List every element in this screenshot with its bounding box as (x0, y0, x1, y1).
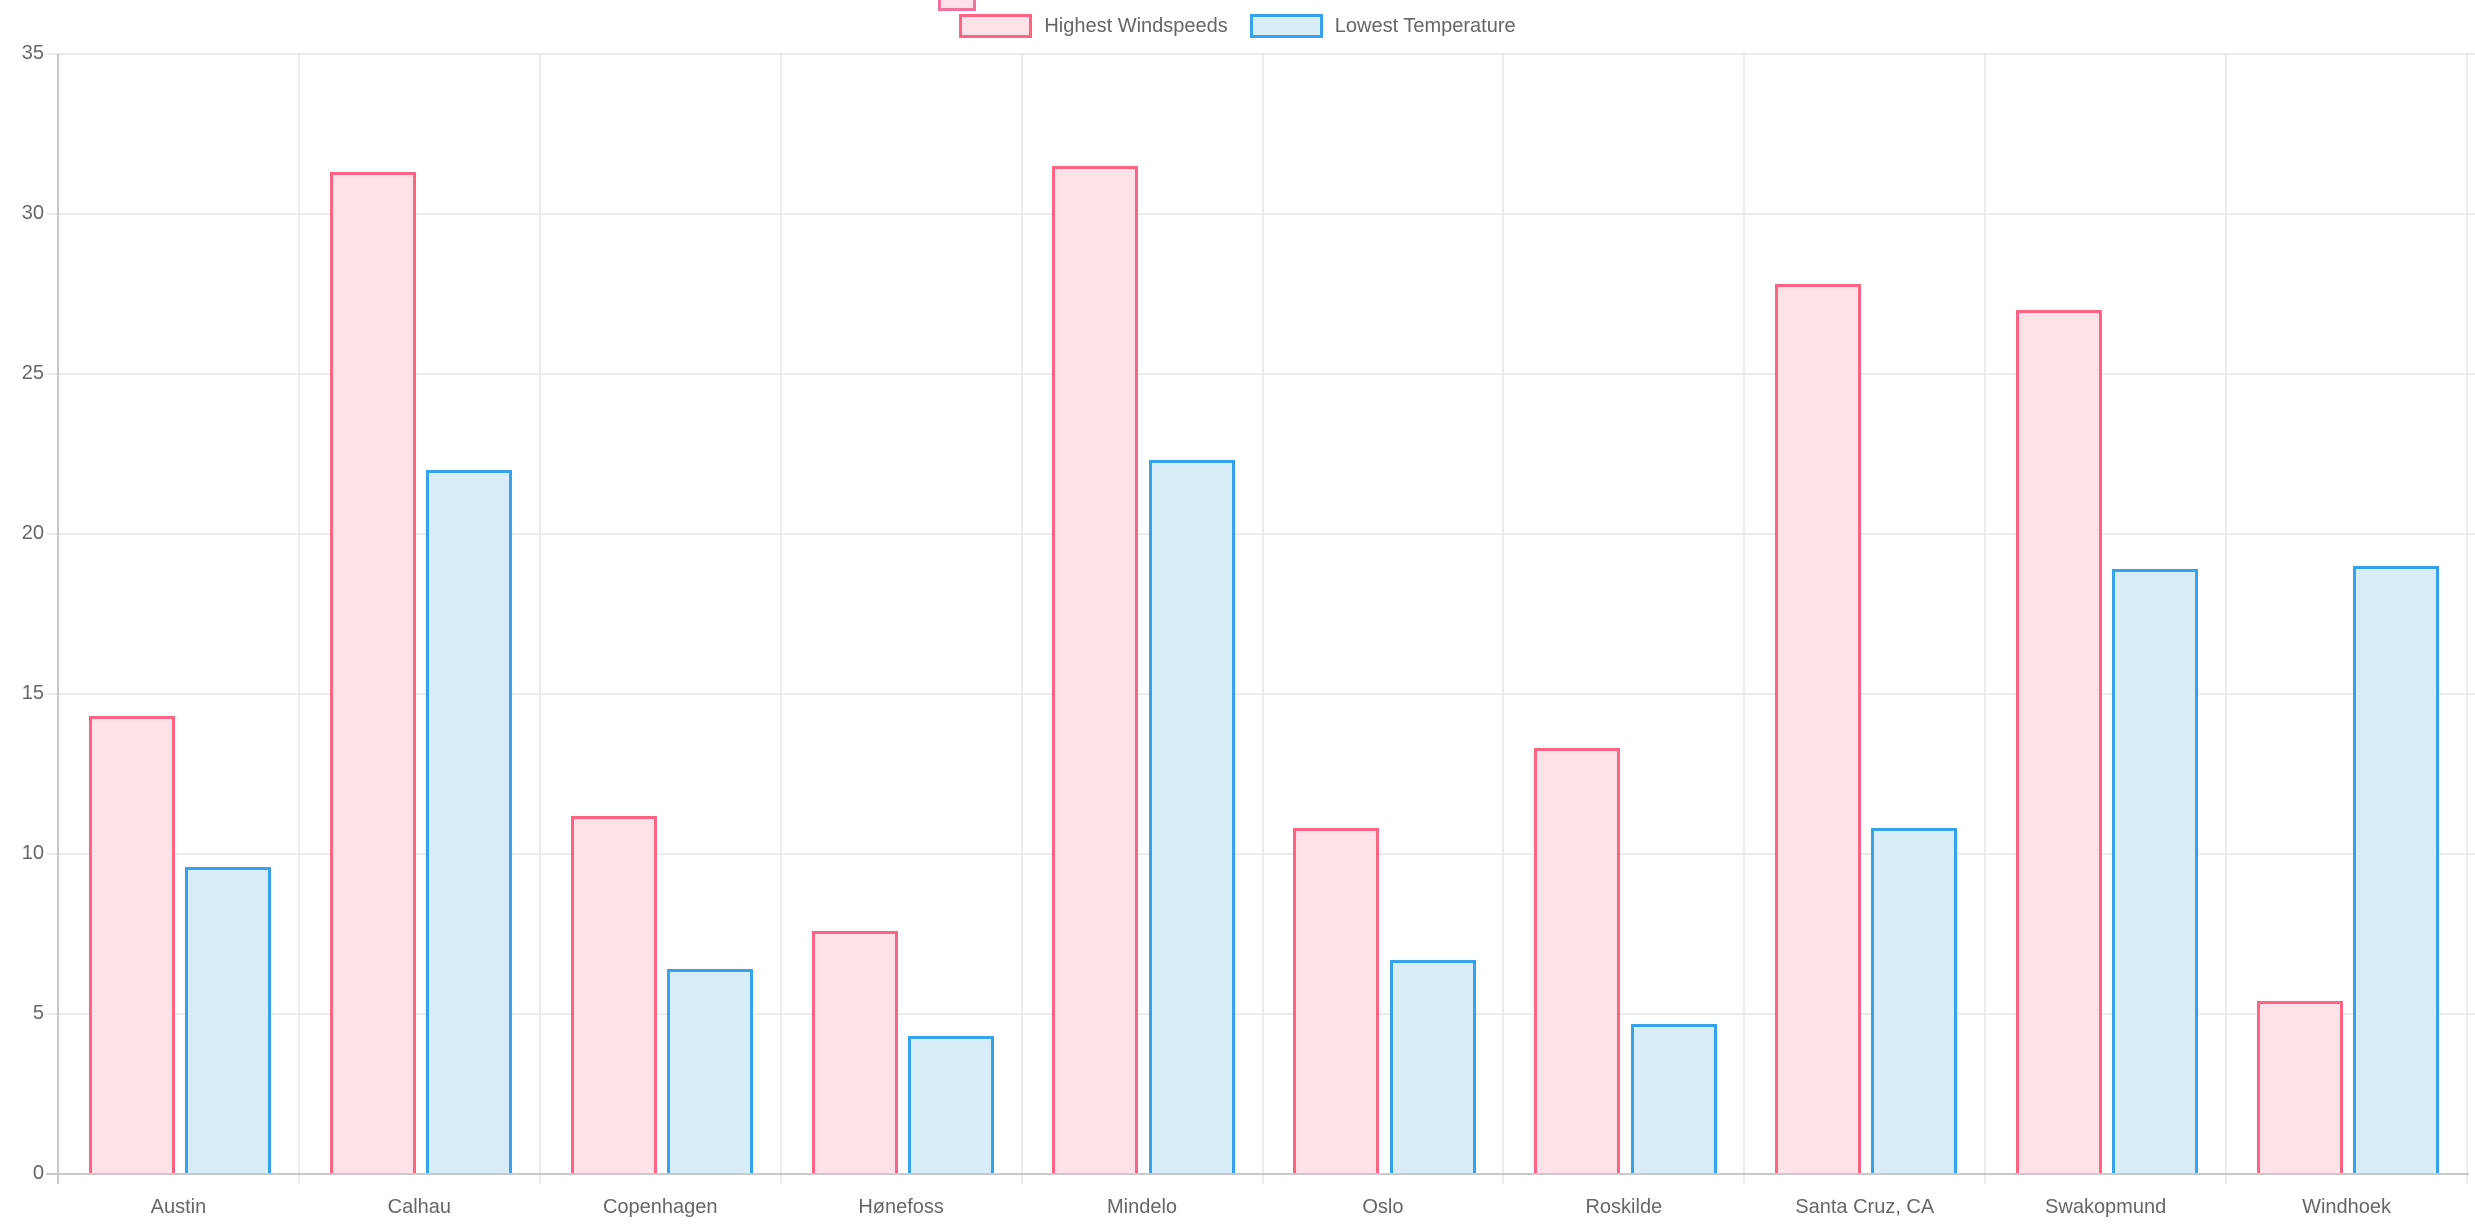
y-axis-tick-label: 25 (21, 362, 44, 384)
x-axis-line (46, 1173, 2469, 1175)
bar-lowest-temperature-hønefoss[interactable] (907, 1036, 994, 1174)
x-axis-tick-label: Copenhagen (602, 1196, 718, 1218)
bar-highest-windspeeds-austin[interactable] (88, 716, 175, 1174)
y-axis-tick-label: 5 (32, 1002, 44, 1024)
gridline-vertical (1502, 54, 1505, 1184)
gridline-vertical (297, 54, 300, 1184)
bar-lowest-temperature-austin[interactable] (185, 866, 272, 1174)
x-axis-tick-label: Calhau (387, 1196, 452, 1218)
x-axis-tick-label: Santa Cruz, CA (1795, 1196, 1935, 1218)
legend-swatch-pink (959, 14, 1033, 38)
chart-legend: Highest Windspeeds Lowest Temperature (0, 14, 2475, 38)
bar-highest-windspeeds-calhau[interactable] (329, 172, 416, 1174)
y-axis-tick-label: 30 (21, 202, 44, 224)
gridline-horizontal (46, 853, 2475, 855)
cutoff-swatch-artifact (938, 0, 976, 11)
x-axis-tick-label: Roskilde (1585, 1196, 1663, 1218)
bar-highest-windspeeds-copenhagen[interactable] (570, 815, 657, 1174)
x-axis-tick-label: Mindelo (1107, 1196, 1178, 1218)
gridline-vertical (1743, 54, 1746, 1184)
gridline-vertical (538, 54, 541, 1184)
gridline-horizontal (46, 373, 2475, 375)
gridline-vertical (1984, 54, 1987, 1184)
y-axis-line (57, 54, 59, 1184)
legend-label: Lowest Temperature (1334, 15, 1516, 37)
bar-highest-windspeeds-oslo[interactable] (1293, 828, 1380, 1174)
x-axis-tick-label: Windhoek (2302, 1196, 2391, 1218)
gridline-horizontal (46, 693, 2475, 695)
bar-lowest-temperature-oslo[interactable] (1389, 959, 1476, 1174)
bar-lowest-temperature-copenhagen[interactable] (666, 969, 753, 1174)
gridline-horizontal (46, 533, 2475, 535)
gridline-horizontal (46, 53, 2475, 55)
y-axis-tick-label: 10 (21, 842, 44, 864)
x-axis-tick-label: Austin (150, 1196, 207, 1218)
bar-lowest-temperature-roskilde[interactable] (1630, 1023, 1717, 1174)
legend-item-lowest-temperature[interactable]: Lowest Temperature (1249, 14, 1516, 38)
gridline-vertical (1020, 54, 1023, 1184)
bar-lowest-temperature-windhoek[interactable] (2353, 566, 2440, 1174)
gridline-vertical (2225, 54, 2228, 1184)
bar-lowest-temperature-calhau[interactable] (426, 470, 513, 1174)
bar-highest-windspeeds-roskilde[interactable] (1534, 748, 1621, 1174)
gridline-horizontal (46, 1013, 2475, 1015)
gridline-vertical (779, 54, 782, 1184)
bar-highest-windspeeds-mindelo[interactable] (1052, 166, 1139, 1174)
bar-highest-windspeeds-hønefoss[interactable] (811, 930, 898, 1174)
y-axis-tick-label: 20 (21, 522, 44, 544)
bar-lowest-temperature-swakopmund[interactable] (2112, 569, 2199, 1174)
bar-lowest-temperature-mindelo[interactable] (1148, 460, 1235, 1174)
legend-swatch-blue (1249, 14, 1323, 38)
bar-lowest-temperature-santa-cruz-ca[interactable] (1871, 828, 1958, 1174)
y-axis-tick-label: 35 (21, 42, 44, 64)
x-axis-tick-label: Oslo (1362, 1196, 1404, 1218)
x-axis-tick-label: Swakopmund (2045, 1196, 2167, 1218)
bar-highest-windspeeds-santa-cruz-ca[interactable] (1775, 284, 1862, 1174)
y-axis-tick-label: 0 (32, 1162, 44, 1184)
bar-highest-windspeeds-swakopmund[interactable] (2016, 310, 2103, 1174)
gridline-vertical (2466, 54, 2468, 1184)
gridline-horizontal (46, 213, 2475, 215)
bar-highest-windspeeds-windhoek[interactable] (2256, 1001, 2343, 1174)
x-axis-tick-label: Hønefoss (858, 1196, 944, 1218)
legend-item-highest-windspeeds[interactable]: Highest Windspeeds (959, 14, 1228, 38)
legend-label: Highest Windspeeds (1044, 15, 1228, 37)
gridline-vertical (1261, 54, 1264, 1184)
y-axis-tick-label: 15 (21, 682, 44, 704)
